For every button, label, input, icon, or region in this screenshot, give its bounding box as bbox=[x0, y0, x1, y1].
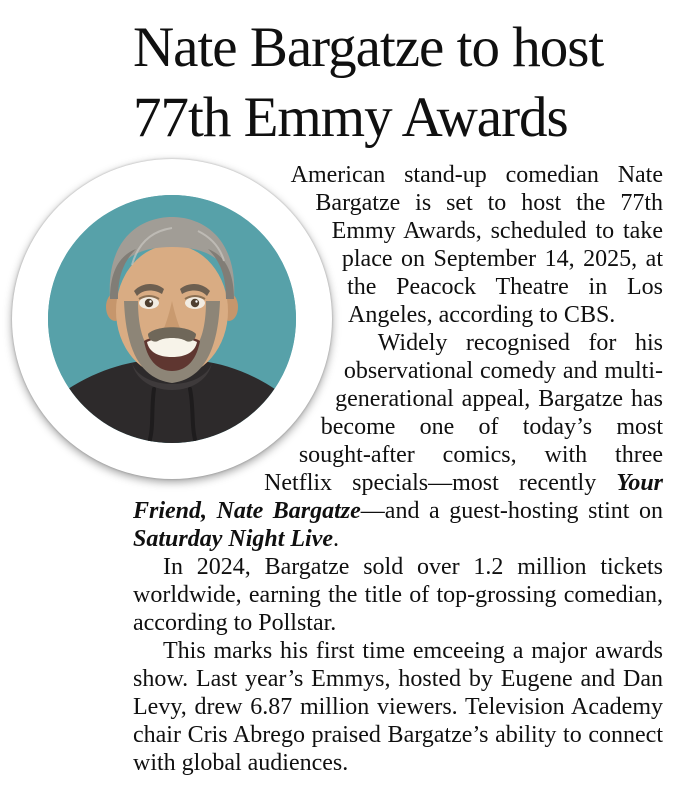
portrait-hood-collar bbox=[132, 363, 212, 390]
paragraph-2-text-1: Widely recognised for his observational … bbox=[264, 330, 663, 496]
portrait-mustache bbox=[148, 327, 196, 342]
paragraph-2-text-3: . bbox=[333, 526, 340, 552]
portrait-hair-streak-2 bbox=[197, 230, 225, 262]
portrait-teeth bbox=[147, 337, 197, 357]
portrait-hoodie bbox=[48, 361, 296, 443]
work-title-netflix-special: Your Friend, Nate Bargatze bbox=[133, 470, 663, 524]
portrait-hair bbox=[109, 217, 235, 299]
headline-line-2: 77th Emmy Awards bbox=[133, 86, 569, 149]
portrait-drawstring-left bbox=[147, 387, 156, 443]
headline-line-1: Nate Bargatze to host bbox=[133, 16, 604, 79]
portrait-beard bbox=[124, 301, 220, 383]
portrait-iris-right bbox=[190, 298, 200, 308]
portrait-eyebrow-right bbox=[180, 283, 210, 296]
paragraph-4: This marks his first time emceeing a maj… bbox=[133, 638, 663, 776]
portrait-hair-side-right bbox=[208, 249, 234, 299]
work-title-snl: Saturday Night Live bbox=[133, 526, 334, 552]
paragraph-2-text-2: —and a guest-hosting stint on bbox=[360, 498, 663, 524]
portrait-eyebrow-left bbox=[134, 283, 164, 296]
portrait-illustration bbox=[48, 195, 296, 443]
portrait-hair-streak bbox=[131, 227, 173, 266]
paragraph-3: In 2024, Bargatze sold over 1.2 million … bbox=[133, 554, 663, 636]
portrait-hair-side-left bbox=[110, 249, 136, 299]
article-body: American stand-up comedian Nate Bargatze… bbox=[12, 159, 663, 777]
paragraph-1: American stand-up comedian Nate Bargatze… bbox=[290, 162, 663, 328]
portrait-iris-left bbox=[144, 298, 154, 308]
portrait-drawstring-right bbox=[188, 387, 198, 443]
paragraph-2: Widely recognised for his observational … bbox=[133, 329, 663, 553]
portrait-eyelid-right bbox=[184, 295, 206, 300]
avatar-ring bbox=[12, 159, 332, 479]
portrait-eyelid-left bbox=[138, 295, 160, 300]
portrait-eye-glint-right bbox=[195, 300, 198, 303]
headline: Nate Bargatze to host 77th Emmy Awards bbox=[133, 13, 663, 153]
portrait-eye-glint-left bbox=[149, 300, 152, 303]
portrait-photo bbox=[48, 195, 296, 443]
article-content: Nate Bargatze to host 77th Emmy Awards bbox=[12, 13, 663, 777]
avatar bbox=[12, 159, 332, 479]
